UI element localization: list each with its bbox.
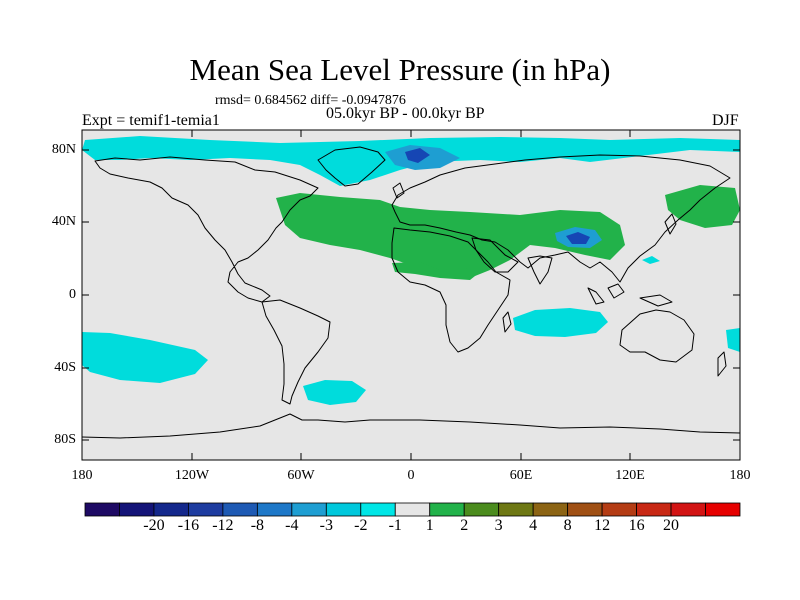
colorbar-label: 20: [663, 517, 680, 534]
colorbar-label: 2: [460, 517, 469, 534]
colorbar-label: -16: [177, 517, 200, 534]
colorbar-box: [325, 502, 362, 517]
colorbar-box: [256, 502, 293, 517]
coast-eurasia: [391, 154, 731, 283]
colorbar-box: [188, 502, 224, 517]
coast-australia: [619, 309, 695, 363]
map-title: Mean Sea Level Pressure (in hPa): [189, 52, 611, 87]
x-tick-label: 60W: [287, 468, 315, 483]
green-eurasia-band: [276, 193, 625, 278]
cyan-south-atlantic: [303, 380, 366, 405]
colorbar-label: -1: [388, 517, 402, 534]
cyan-south-pacific: [82, 332, 208, 383]
cyan-indian-ocean: [513, 308, 608, 337]
cyan-west-pacific: [642, 256, 660, 264]
coast-arabia: [471, 237, 519, 273]
experiment-label: Expt = temif1-temia1: [82, 112, 220, 129]
season-label: DJF: [712, 112, 739, 129]
colorbar-box: [222, 502, 258, 517]
y-tick-label: 80S: [54, 432, 76, 447]
coast-south-america: [261, 299, 331, 405]
coast-north-america: [94, 156, 319, 303]
dark-blue-tibet-low: [566, 232, 590, 244]
x-tick-label: 180: [729, 468, 751, 483]
coast-india: [527, 255, 553, 285]
colorbar-box: [394, 502, 431, 517]
y-tick-label: 0: [69, 287, 76, 302]
colorbar-box: [636, 502, 672, 517]
green-north-africa: [392, 262, 480, 280]
colorbar-label: -20: [143, 517, 165, 534]
colorbar-label: 8: [563, 517, 572, 534]
anomaly-fields: [82, 136, 740, 405]
colorbar-box: [532, 502, 569, 517]
colorbar-label: 16: [628, 517, 645, 534]
colorbar-box: [84, 502, 120, 517]
colorbar-label: 4: [529, 517, 538, 534]
coastlines: [81, 146, 741, 439]
x-tick-label: 120E: [615, 468, 645, 483]
x-tick-label: 180: [71, 468, 93, 483]
coast-greenland: [317, 146, 386, 187]
period-label: 05.0kyr BP - 00.0kyr BP: [326, 105, 485, 122]
colorbar-box: [670, 502, 706, 517]
colorbar-label: -12: [212, 517, 234, 534]
colorbar-label: -4: [285, 517, 299, 534]
colorbar-box: [360, 502, 396, 517]
y-tick-label: 40S: [54, 360, 76, 375]
colorbar-label: -3: [319, 517, 333, 534]
coast-japan: [664, 213, 677, 235]
coast-uk: [392, 182, 405, 199]
map-background: [82, 130, 740, 460]
colorbar-box: [429, 502, 465, 517]
coast-antarctica: [81, 413, 741, 439]
colorbar-box: [498, 502, 534, 517]
x-tick-label: 0: [407, 468, 415, 483]
colorbar-box: [291, 502, 327, 517]
coast-borneo: [607, 283, 625, 299]
colorbar-label: -2: [354, 517, 368, 534]
y-tick-label: 40N: [51, 214, 76, 229]
coast-madagascar: [502, 311, 512, 333]
colorbar-label: 12: [594, 517, 611, 534]
colorbar-label: 1: [425, 517, 434, 534]
colorbar-label: 3: [494, 517, 503, 534]
x-tick-label: 120W: [174, 468, 210, 483]
colorbar: [84, 502, 741, 517]
cyan-east-tip: [726, 328, 740, 352]
colorbar-box: [119, 502, 155, 517]
coast-sumatra: [587, 287, 605, 305]
x-tick-label: 60E: [509, 468, 533, 483]
y-tick-label: 80N: [51, 142, 76, 157]
axis-ticks: [81, 130, 741, 460]
coast-new-zealand: [717, 351, 727, 377]
colorbar-box: [705, 502, 741, 517]
colorbar-box: [601, 502, 637, 517]
green-east-asia: [665, 185, 740, 228]
coast-africa: [391, 227, 511, 353]
colorbar-label: -8: [250, 517, 265, 534]
stats-line: rmsd= 0.684562 diff= -0.0947876: [215, 93, 406, 108]
coast-new-guinea: [639, 294, 673, 307]
colorbar-box: [153, 502, 189, 517]
dark-blue-arctic: [405, 148, 430, 163]
colorbar-box: [567, 502, 603, 517]
colorbar-box: [463, 502, 500, 517]
